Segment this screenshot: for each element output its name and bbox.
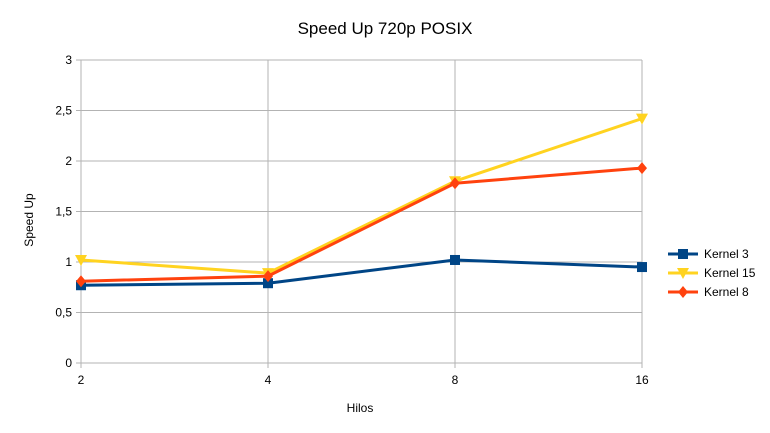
data-point-kernel-3 (450, 254, 460, 265)
series-lines (75, 113, 648, 291)
series-line-kernel-8 (80, 166, 643, 283)
data-point-kernel-3 (637, 262, 647, 273)
data-point-kernel-15 (636, 113, 648, 125)
legend-label: Kernel 8 (704, 285, 749, 299)
legend-item-kernel-15: Kernel 15 (668, 266, 756, 280)
y-axis-label: Speed Up (22, 193, 36, 247)
legend-item-kernel-8: Kernel 8 (668, 285, 749, 299)
series-line-kernel-3 (80, 258, 643, 287)
y-tick-label: 1 (65, 255, 72, 269)
series-line-kernel-15 (80, 117, 643, 275)
y-tick-label: 0,5 (55, 306, 72, 320)
x-tick-label: 16 (635, 373, 649, 387)
series-kernel-3 (76, 254, 647, 291)
axes: 0 0,5 1 1,5 2 2,5 3 2 4 8 16 (55, 53, 649, 387)
legend-label: Kernel 3 (704, 247, 749, 261)
data-point-kernel-15 (75, 254, 87, 266)
series-kernel-15 (75, 113, 648, 280)
x-tick-label: 8 (452, 373, 459, 387)
legend-swatch-marker (677, 268, 689, 279)
legend-swatch-marker (678, 249, 688, 259)
x-axis-label: Hilos (347, 401, 374, 415)
series-kernel-8 (76, 162, 647, 288)
data-point-kernel-8 (76, 275, 86, 288)
chart-title: Speed Up 720p POSIX (298, 19, 473, 38)
data-point-kernel-8 (637, 162, 647, 175)
x-tick-label: 4 (265, 373, 272, 387)
data-point-kernel-3 (263, 278, 273, 289)
data-point-kernel-8 (263, 270, 273, 283)
x-tick-label: 2 (78, 373, 85, 387)
legend-swatch-marker (678, 286, 688, 298)
y-tick-label: 2 (65, 154, 72, 168)
legend-item-kernel-3: Kernel 3 (668, 247, 749, 261)
y-tick-label: 0 (65, 356, 72, 370)
gridlines (80, 59, 643, 364)
data-point-kernel-8 (450, 177, 460, 190)
y-tick-label: 2,5 (55, 104, 72, 118)
y-tick-label: 3 (65, 53, 72, 67)
legend-label: Kernel 15 (704, 266, 756, 280)
legend: Kernel 3 Kernel 15 Kernel 8 (668, 247, 756, 299)
y-tick-label: 1,5 (55, 205, 72, 219)
